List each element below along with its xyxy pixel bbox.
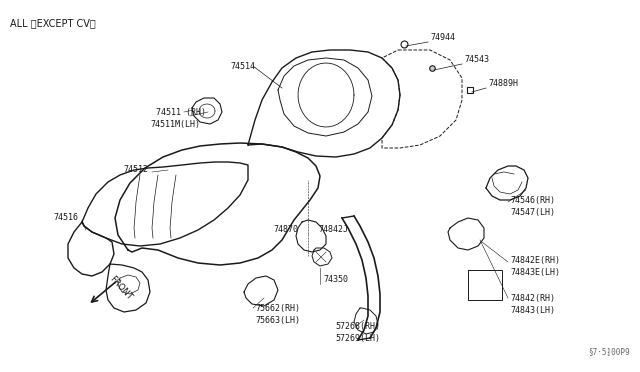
Text: ALL 〈EXCEPT CV〉: ALL 〈EXCEPT CV〉 <box>10 18 96 28</box>
Text: 74842J: 74842J <box>318 225 348 234</box>
Text: 74546(RH): 74546(RH) <box>510 196 555 205</box>
Text: 74514: 74514 <box>230 62 255 71</box>
Text: 74350: 74350 <box>323 276 348 285</box>
Text: 74842(RH): 74842(RH) <box>510 294 555 303</box>
Text: FRONT: FRONT <box>108 274 134 302</box>
Text: 75663(LH): 75663(LH) <box>255 316 300 325</box>
Text: 74870: 74870 <box>273 225 298 234</box>
Text: 57268(RH): 57268(RH) <box>335 322 381 331</box>
Text: 74543: 74543 <box>464 55 489 64</box>
Text: 74512: 74512 <box>123 166 148 174</box>
Text: 74843E(LH): 74843E(LH) <box>510 268 560 277</box>
Text: 74842E(RH): 74842E(RH) <box>510 256 560 265</box>
Text: 75662(RH): 75662(RH) <box>255 304 300 313</box>
Text: 74547(LH): 74547(LH) <box>510 208 555 217</box>
Text: 74511 (RH): 74511 (RH) <box>156 108 206 117</box>
Text: §7·5⁆00P9: §7·5⁆00P9 <box>588 347 630 356</box>
Text: 74889H: 74889H <box>488 80 518 89</box>
Text: 74843(LH): 74843(LH) <box>510 306 555 315</box>
Text: 57269(LH): 57269(LH) <box>335 334 381 343</box>
Text: 74511M(LH): 74511M(LH) <box>150 120 200 129</box>
Text: 74516: 74516 <box>53 214 78 222</box>
Text: 74944: 74944 <box>430 33 455 42</box>
